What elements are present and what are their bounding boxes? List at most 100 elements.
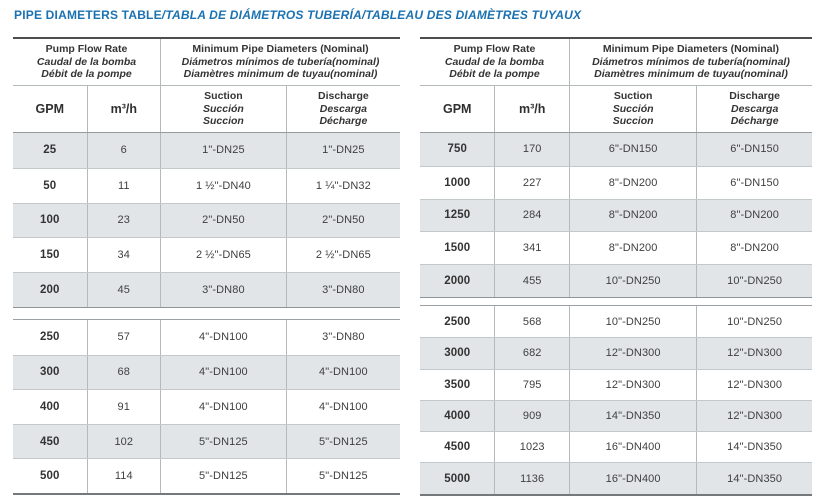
header-unit-row: GPM m³/h Suction Succión Succion Dischar… [420, 86, 812, 133]
gpm-cell: 500 [40, 470, 60, 483]
discharge-cell: 8"-DN200 [696, 199, 812, 232]
m3h-cell: 227 [494, 166, 568, 199]
gpm-cell: 150 [40, 249, 60, 262]
min-pipe-diameters-header: Minimum Pipe Diameters (Nominal) Diámetr… [568, 39, 812, 85]
suction-label-en: Suction [613, 89, 653, 102]
table-row: 400 91 4"-DN100 4"-DN100 [13, 389, 400, 424]
discharge-column-header: Discharge Descarga Décharge [696, 86, 812, 132]
m3h-cell: 170 [494, 133, 568, 166]
gpm-label: GPM [35, 102, 64, 116]
discharge-cell: 1 ¼"-DN32 [285, 168, 400, 203]
discharge-label-fr: Décharge [730, 115, 779, 128]
m3h-cell: 909 [494, 400, 568, 432]
flow-header-en: Pump Flow Rate [45, 42, 128, 55]
suction-cell: 5"-DN125 [160, 459, 286, 493]
discharge-cell: 4"-DN100 [285, 355, 400, 390]
suction-cell: 10"-DN250 [568, 265, 696, 297]
gpm-cell: 2500 [444, 315, 471, 328]
table-row: 250 57 4"-DN100 3"-DN80 [13, 319, 400, 355]
suction-cell: 3"-DN80 [160, 273, 286, 307]
discharge-label-fr: Décharge [319, 115, 368, 128]
discharge-cell: 3"-DN80 [285, 273, 400, 307]
suction-label-fr: Succion [202, 115, 244, 128]
table-header: Pump Flow Rate Caudal de la bomba Débit … [420, 37, 812, 133]
suction-cell: 4"-DN100 [160, 355, 286, 390]
suction-cell: 8"-DN200 [568, 199, 696, 232]
suction-label-es: Succión [612, 102, 654, 115]
gpm-column-header: GPM [420, 86, 494, 132]
suction-label-en: Suction [204, 89, 243, 102]
header-group-row: Pump Flow Rate Caudal de la bomba Débit … [13, 39, 400, 86]
flow-header-es: Caudal de la bomba [444, 55, 545, 68]
m3h-cell: 57 [86, 319, 161, 355]
m3h-cell: 1136 [494, 463, 568, 494]
m3h-cell: 284 [494, 199, 568, 232]
discharge-cell: 2 ½"-DN65 [285, 238, 400, 273]
table-row: 300 68 4"-DN100 4"-DN100 [13, 354, 400, 390]
table-row: 2000 455 10"-DN250 10"-DN250 [420, 264, 812, 297]
suction-cell: 1 ½"-DN40 [160, 168, 286, 203]
gpm-cell: 50 [43, 179, 57, 192]
pipe-header-en: Minimum Pipe Diameters (Nominal) [192, 42, 369, 55]
discharge-cell: 6"-DN150 [696, 133, 812, 166]
pipe-diameters-table-high-flow: Pump Flow Rate Caudal de la bomba Débit … [420, 37, 812, 496]
gpm-cell: 1000 [444, 176, 471, 189]
pipe-header-es: Diámetros mínimos de tubería(nominal) [181, 55, 380, 68]
table-row: 750 170 6"-DN150 6"-DN150 [420, 133, 812, 166]
discharge-cell: 10"-DN250 [696, 265, 812, 297]
flow-header-en: Pump Flow Rate [453, 42, 536, 55]
pump-flow-rate-header: Pump Flow Rate Caudal de la bomba Débit … [420, 39, 569, 85]
gpm-cell: 1250 [444, 209, 471, 222]
discharge-cell: 14"-DN350 [696, 432, 812, 463]
table-row: 100 23 2"-DN50 2"-DN50 [13, 202, 400, 238]
suction-cell: 14"-DN350 [568, 400, 696, 432]
header-unit-row: GPM m³/h Suction Succión Succion Dischar… [13, 86, 400, 133]
suction-cell: 16"-DN400 [568, 463, 696, 494]
discharge-label-es: Descarga [319, 102, 368, 115]
discharge-cell: 5"-DN125 [285, 459, 400, 493]
table-row: 5000 1136 16"-DN400 14"-DN350 [420, 462, 812, 494]
suction-cell: 8"-DN200 [568, 232, 696, 265]
m3h-cell: 102 [86, 424, 161, 459]
m3h-label: m³/h [519, 102, 546, 116]
m3h-cell: 341 [494, 232, 568, 265]
suction-cell: 4"-DN100 [160, 390, 286, 424]
gpm-cell: 5000 [444, 472, 471, 485]
m3h-cell: 455 [494, 265, 568, 297]
gpm-cell: 3500 [444, 378, 471, 391]
m3h-cell: 682 [494, 338, 568, 369]
suction-cell: 1"-DN25 [160, 133, 286, 168]
m3h-column-header: m³/h [494, 86, 568, 132]
m3h-label: m³/h [110, 102, 137, 116]
page-title-translations: /TABLA DE DIÁMETROS TUBERÍA/TABLEAU DES … [161, 8, 582, 22]
suction-cell: 10"-DN250 [568, 305, 696, 338]
table-row: 1500 341 8"-DN200 8"-DN200 [420, 231, 812, 265]
table-row: 3000 682 12"-DN300 12"-DN300 [420, 337, 812, 369]
gpm-cell: 1500 [444, 242, 471, 255]
m3h-cell: 68 [86, 355, 161, 390]
header-group-row: Pump Flow Rate Caudal de la bomba Débit … [420, 39, 812, 86]
discharge-cell: 1"-DN25 [285, 133, 400, 168]
m3h-cell: 6 [86, 133, 161, 168]
pipe-header-es: Diámetros mínimos de tubería(nominal) [592, 55, 790, 68]
table-row: 450 102 5"-DN125 5"-DN125 [13, 423, 400, 459]
gpm-cell: 450 [40, 435, 60, 448]
flow-header-es: Caudal de la bomba [36, 55, 137, 68]
table-section: 2500 568 10"-DN250 10"-DN250 3000 682 12"-DN30… [420, 304, 812, 496]
pump-flow-rate-header: Pump Flow Rate Caudal de la bomba Débit … [13, 39, 160, 85]
suction-label-fr: Succion [612, 115, 654, 128]
discharge-label-en: Discharge [317, 89, 369, 102]
table-row: 150 34 2 ½"-DN65 2 ½"-DN65 [13, 237, 400, 273]
discharge-label-en: Discharge [729, 89, 781, 102]
gpm-cell: 4000 [444, 410, 471, 423]
discharge-cell: 12"-DN300 [696, 400, 812, 432]
table-row: 2500 568 10"-DN250 10"-DN250 [420, 305, 812, 338]
suction-cell: 12"-DN300 [568, 338, 696, 369]
m3h-cell: 114 [86, 459, 161, 493]
discharge-cell: 3"-DN80 [285, 319, 400, 355]
discharge-cell: 10"-DN250 [696, 305, 812, 338]
gpm-cell: 400 [40, 400, 60, 413]
pipe-diameters-table-low-flow: Pump Flow Rate Caudal de la bomba Débit … [13, 37, 400, 495]
discharge-cell: 12"-DN300 [696, 338, 812, 369]
flow-header-fr: Débit de la pompe [41, 68, 132, 81]
